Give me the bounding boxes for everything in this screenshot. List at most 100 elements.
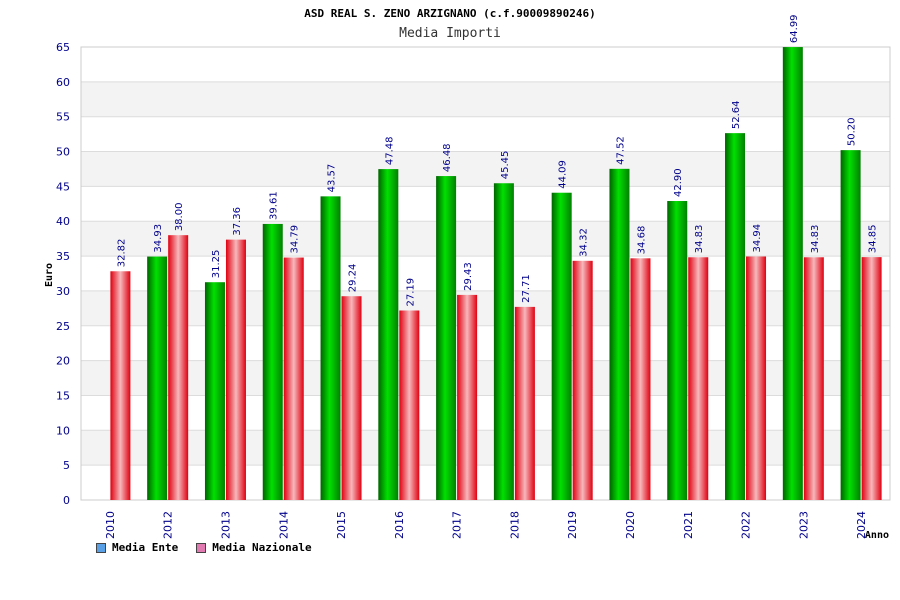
bar-media-nazionale (283, 257, 304, 500)
bar-media-ente (493, 183, 514, 500)
bar-media-ente (378, 169, 399, 500)
legend-item-nazionale: Media Nazionale (196, 541, 312, 554)
value-label: 42.90 (673, 168, 684, 197)
x-tick-label: 2019 (566, 511, 579, 539)
x-tick-label: 2016 (393, 511, 406, 539)
x-tick-label: 2017 (451, 511, 464, 539)
y-tick-label: 5 (63, 459, 70, 472)
plot-band (81, 186, 890, 222)
plot-background (81, 47, 890, 500)
plot-band (81, 47, 890, 82)
plot-band (81, 395, 890, 431)
plot-band (81, 81, 890, 117)
value-label: 47.48 (384, 136, 395, 165)
x-tick-label: 2018 (508, 511, 521, 539)
bar-media-nazionale (803, 257, 824, 500)
bar-media-ente (609, 168, 630, 501)
x-tick-label: 2024 (855, 511, 868, 539)
y-tick-label: 45 (56, 180, 70, 193)
x-tick-label: 2010 (104, 511, 117, 539)
x-tick-label: 2014 (277, 511, 290, 539)
bar-media-ente (436, 176, 457, 500)
y-tick-label: 60 (56, 76, 70, 89)
value-label: 31.25 (211, 250, 222, 279)
value-label: 34.79 (290, 225, 301, 254)
y-tick-label: 25 (56, 320, 70, 333)
value-label: 27.71 (521, 274, 532, 303)
plot-border (80, 46, 891, 501)
legend-item-ente: Media Ente (96, 541, 178, 554)
value-label: 29.24 (348, 264, 359, 293)
bar-media-nazionale (572, 260, 593, 500)
value-label: 43.57 (327, 164, 338, 193)
y-tick-label: 50 (56, 146, 70, 159)
plot-band (81, 325, 890, 361)
plot-band (81, 360, 890, 396)
bar-media-nazionale (630, 258, 651, 500)
legend: Media Ente Media Nazionale (96, 541, 312, 554)
bar-media-nazionale (688, 257, 709, 500)
plot-band (81, 116, 890, 152)
value-label: 47.52 (615, 136, 626, 165)
value-label: 32.82 (116, 239, 127, 268)
bar-media-nazionale (399, 310, 420, 500)
y-tick-label: 35 (56, 250, 70, 263)
value-label: 37.36 (232, 207, 243, 236)
legend-swatch-nazionale (196, 542, 207, 553)
x-tick-label: 2012 (162, 511, 175, 539)
bars (110, 47, 882, 501)
bar-media-nazionale (457, 294, 478, 500)
bar-media-ente (320, 196, 341, 500)
x-tick-label: 2022 (740, 511, 753, 539)
bar-media-ente (840, 150, 861, 500)
plot-band (81, 221, 890, 257)
bar-media-ente (782, 47, 803, 500)
plot-band (81, 430, 890, 466)
value-label: 39.61 (269, 191, 280, 220)
value-label: 46.48 (442, 143, 453, 172)
y-tick-label: 0 (63, 494, 70, 507)
value-label: 34.68 (636, 226, 647, 255)
x-tick-label: 2013 (219, 511, 232, 539)
x-tick-label: 2023 (797, 511, 810, 539)
bar-media-ente (725, 133, 746, 500)
legend-label-nazionale: Media Nazionale (212, 541, 312, 554)
x-tick-label: 2021 (682, 511, 695, 539)
bar-media-ente (551, 192, 572, 500)
legend-label-ente: Media Ente (112, 541, 179, 554)
y-axis-label: Euro (44, 263, 55, 287)
value-label: 27.19 (405, 278, 416, 307)
value-labels: 32.82 34.93 38.00 31.25 37.36 39.61 34.79 43.57… (116, 14, 878, 306)
value-label: 34.94 (752, 224, 763, 253)
value-label: 45.45 (500, 151, 511, 180)
chart-title: ASD REAL S. ZENO ARZIGNANO (c.f.90009890… (304, 7, 595, 20)
bar-media-ente (147, 256, 168, 500)
x-tick-label: 2015 (335, 511, 348, 539)
y-tick-label: 20 (56, 355, 70, 368)
plot-band (81, 151, 890, 187)
bar-media-nazionale (110, 271, 131, 500)
bar-media-nazionale (341, 296, 362, 500)
value-label: 34.83 (810, 225, 821, 254)
bar-media-nazionale (746, 256, 767, 500)
x-tick-label: 2020 (624, 511, 637, 539)
value-label: 34.32 (579, 228, 590, 257)
value-label: 34.93 (153, 224, 164, 253)
value-label: 52.64 (731, 100, 742, 129)
y-tick-label: 10 (56, 424, 70, 437)
bar-media-nazionale (225, 239, 246, 501)
bar-media-nazionale (861, 257, 882, 500)
x-axis-label: Anno (865, 530, 889, 541)
y-tick-label: 65 (56, 41, 70, 54)
bar-media-nazionale (514, 306, 535, 500)
y-tick-label: 40 (56, 215, 70, 228)
value-label: 38.00 (174, 203, 185, 232)
y-tick-label: 55 (56, 111, 70, 124)
y-tick-label: 30 (56, 285, 70, 298)
bar-media-ente (667, 201, 688, 500)
bar-media-ente (262, 223, 283, 500)
bar-media-nazionale (168, 235, 189, 500)
value-label: 44.09 (558, 160, 569, 189)
legend-swatch-ente (96, 542, 106, 553)
